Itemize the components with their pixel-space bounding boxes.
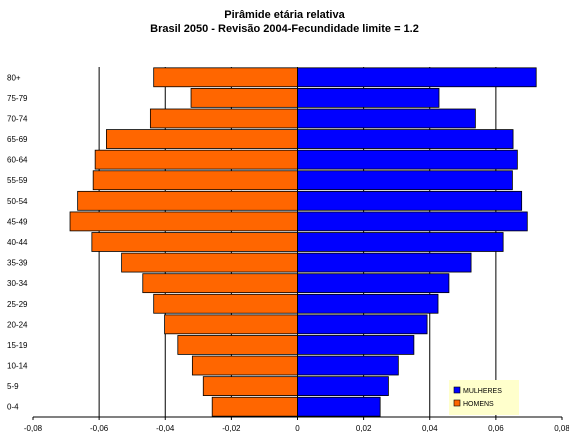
bar-homens-0-4 <box>211 396 298 417</box>
bar-mulheres-60-64 <box>297 149 518 170</box>
bar-mulheres-80+ <box>297 67 537 88</box>
legend-label-mulheres: MULHERES <box>463 388 502 395</box>
x-tick-label: -0,06 <box>90 424 109 433</box>
x-tick-label: 0,08 <box>554 424 569 433</box>
bar-homens-45-49 <box>69 211 298 232</box>
y-tick-label: 35-39 <box>7 259 28 268</box>
y-tick-label: 50-54 <box>7 197 28 206</box>
bar-mulheres-10-14 <box>297 355 399 376</box>
y-tick-label: 60-64 <box>7 156 28 165</box>
bar-homens-80+ <box>153 67 298 88</box>
bar-homens-50-54 <box>77 190 298 211</box>
bar-mulheres-45-49 <box>297 211 528 232</box>
y-tick-label: 45-49 <box>7 217 28 226</box>
y-tick-label: 65-69 <box>7 135 28 144</box>
bar-homens-15-19 <box>177 335 298 355</box>
y-tick-label: 15-19 <box>7 341 28 350</box>
bar-mulheres-50-54 <box>297 190 523 211</box>
bar-homens-30-34 <box>142 273 298 294</box>
x-tick-label: -0,02 <box>222 424 241 433</box>
y-tick-label: 10-14 <box>7 362 28 371</box>
bar-mulheres-30-34 <box>297 273 450 294</box>
bar-mulheres-40-44 <box>297 232 504 252</box>
y-tick-label: 75-79 <box>7 94 28 103</box>
bar-mulheres-75-79 <box>297 88 440 108</box>
y-tick-label: 70-74 <box>7 114 28 123</box>
bar-mulheres-15-19 <box>297 335 415 355</box>
y-tick-label: 5-9 <box>7 382 19 391</box>
y-tick-label: 40-44 <box>7 238 28 247</box>
chart-title: Pirâmide etária relativa <box>224 9 345 21</box>
bar-homens-35-39 <box>121 252 298 273</box>
bar-mulheres-35-39 <box>297 252 472 273</box>
bar-homens-5-9 <box>202 376 298 396</box>
bar-homens-20-24 <box>164 314 298 335</box>
y-tick-label: 30-34 <box>7 279 28 288</box>
legend-box <box>449 380 519 415</box>
y-tick-label: 55-59 <box>7 176 28 185</box>
bar-mulheres-70-74 <box>297 108 476 129</box>
bar-mulheres-0-4 <box>297 396 381 417</box>
y-tick-label: 80+ <box>7 73 21 82</box>
y-tick-label: 0-4 <box>7 403 19 412</box>
bar-homens-60-64 <box>94 149 298 170</box>
legend-label-homens: HOMENS <box>463 401 494 408</box>
bar-mulheres-20-24 <box>297 314 428 335</box>
bar-mulheres-65-69 <box>297 129 514 149</box>
bar-homens-65-69 <box>105 129 298 149</box>
x-tick-label: 0,06 <box>488 424 504 433</box>
y-tick-label: 25-29 <box>7 300 28 309</box>
bar-homens-40-44 <box>91 232 298 252</box>
bar-mulheres-55-59 <box>297 170 513 191</box>
bar-homens-55-59 <box>92 170 298 191</box>
x-tick-label: 0,02 <box>356 424 372 433</box>
bar-mulheres-5-9 <box>297 376 389 396</box>
chart-subtitle: Brasil 2050 - Revisão 2004-Fecundidade l… <box>150 23 419 35</box>
bar-homens-70-74 <box>149 108 298 129</box>
x-tick-label: -0,04 <box>156 424 175 433</box>
bar-homens-25-29 <box>153 293 298 314</box>
x-tick-label: -0,08 <box>24 424 43 433</box>
legend-swatch-homens <box>453 399 461 407</box>
x-tick-label: 0 <box>295 424 300 433</box>
legend-swatch-mulheres <box>453 386 461 394</box>
y-tick-label: 20-24 <box>7 320 28 329</box>
bar-homens-10-14 <box>191 355 298 376</box>
x-tick-label: 0,04 <box>422 424 438 433</box>
bar-mulheres-25-29 <box>297 293 439 314</box>
bar-homens-75-79 <box>190 88 298 108</box>
